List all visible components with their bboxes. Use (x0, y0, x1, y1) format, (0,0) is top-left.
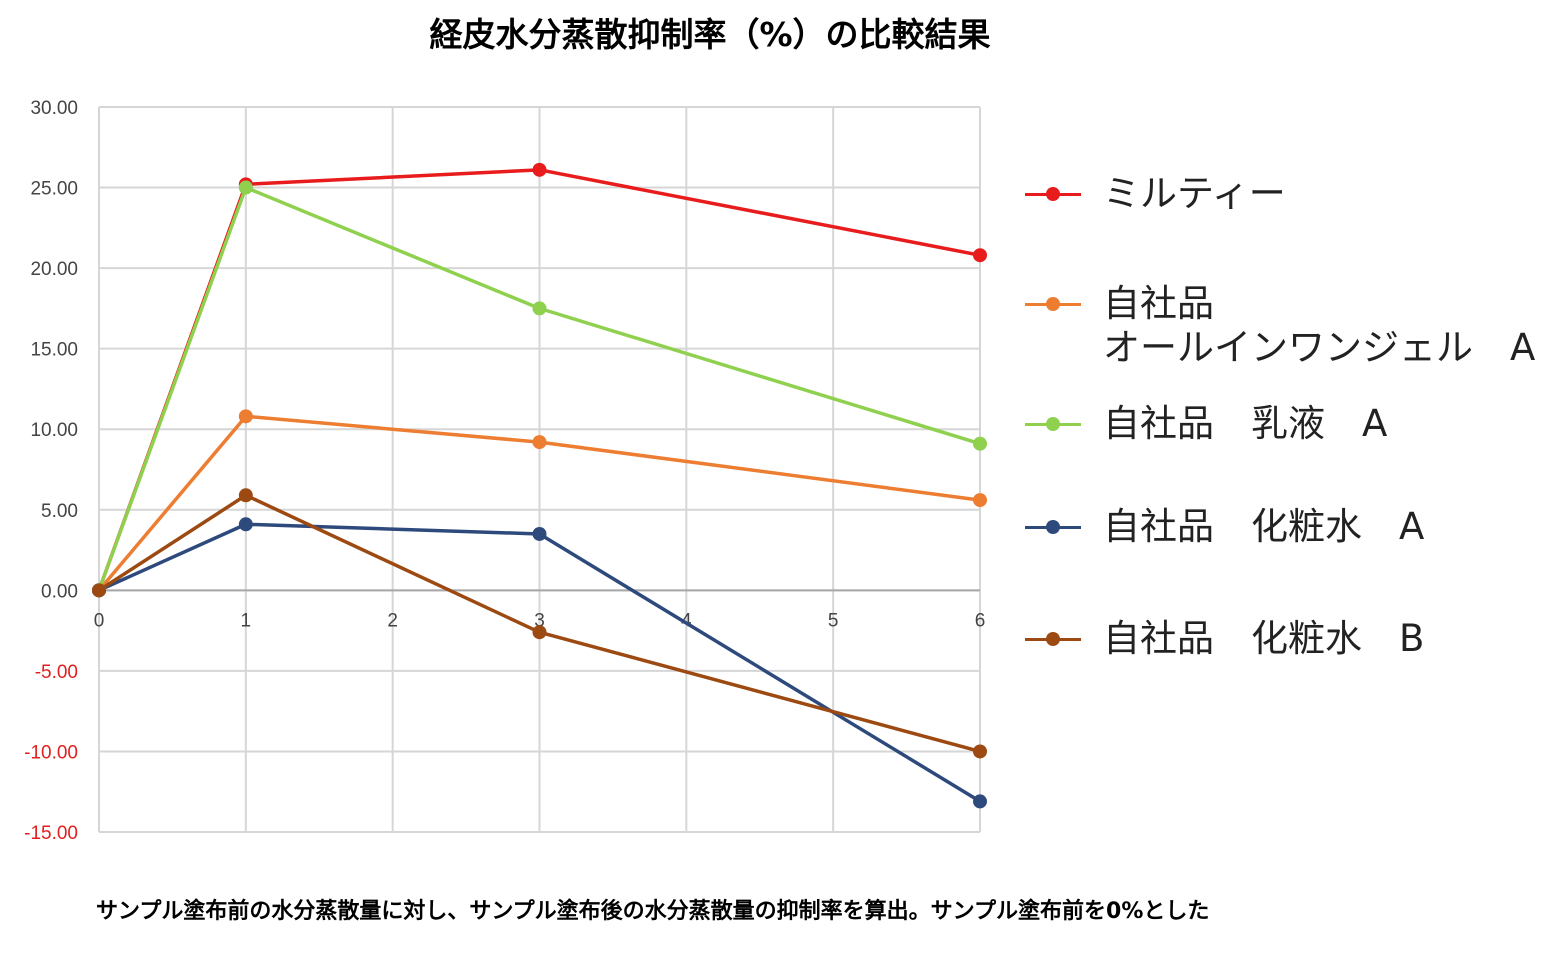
series-3-point (973, 794, 987, 809)
series-0-point (532, 162, 547, 177)
x-tick-label: 2 (387, 610, 398, 631)
y-tick-label: -5.00 (35, 662, 78, 683)
legend-label: 自社品 乳液 A (1103, 402, 1388, 445)
y-tick-label: 5.00 (41, 501, 78, 522)
y-tick-label: -15.00 (24, 823, 78, 844)
x-tick-label: 6 (975, 610, 986, 631)
series-line-1 (97, 414, 981, 592)
series-4-point (973, 744, 987, 759)
x-tick-label: 1 (241, 610, 252, 631)
legend-label: 自社品 化粧水 B (1103, 617, 1425, 660)
legend-swatch (1025, 182, 1081, 206)
legend-swatch (1025, 627, 1081, 651)
legend-label: 自社品 化粧水 A (1103, 505, 1425, 548)
series-line-2 (97, 185, 981, 591)
legend-label: ミルティー (1103, 172, 1286, 215)
series-1-point (238, 409, 253, 424)
series-3-point (238, 517, 253, 532)
y-tick-label: 25.00 (30, 179, 78, 200)
series-4-point (532, 625, 547, 640)
series-3-point (532, 526, 547, 541)
x-tick-label: 5 (828, 610, 839, 631)
legend-swatch (1025, 412, 1081, 436)
tick-labels: 30.00 25.00 20.00 15.00 10.00 5.00 0.00 -5.00 -1… (24, 98, 985, 844)
x-tick-label: 0 (94, 610, 105, 631)
x-tick-label: 3 (534, 610, 545, 631)
series-4-point (92, 583, 106, 598)
series-2-point (238, 180, 253, 195)
series-1-point (532, 435, 547, 450)
y-tick-label: -10.00 (24, 742, 78, 763)
series-lines (92, 162, 987, 809)
y-tick-label: 20.00 (30, 259, 78, 280)
y-tick-label: 0.00 (41, 581, 78, 602)
x-tick-label: 4 (681, 610, 692, 631)
series-line-3 (98, 522, 981, 803)
grid-lines (98, 106, 981, 833)
y-tick-label: 30.00 (30, 98, 78, 119)
chart-title: 経皮水分蒸散抑制率（%）の比較結果 (429, 15, 991, 54)
series-2-point (532, 301, 547, 316)
series-2-point (973, 436, 987, 451)
legend-swatch (1025, 515, 1081, 539)
series-0-point (973, 248, 987, 263)
y-tick-label: 15.00 (30, 340, 78, 361)
series-1-point (973, 493, 987, 508)
legend-swatch (1025, 292, 1081, 316)
legend-label: 自社品 オールインワンジェル A (1103, 282, 1536, 369)
footnote: サンプル塗布前の水分蒸散量に対し、サンプル塗布後の水分蒸散量の抑制率を算出。サン… (96, 899, 1210, 924)
y-tick-label: 10.00 (30, 420, 78, 441)
series-line-4 (98, 493, 981, 754)
series-4-point (238, 488, 253, 503)
